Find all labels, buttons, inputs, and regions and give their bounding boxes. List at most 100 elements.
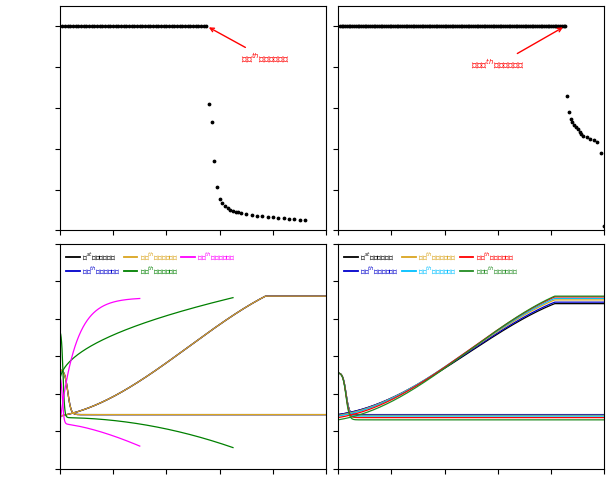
Point [536,22,545,30]
Point [578,133,588,140]
Point [162,22,171,30]
Point [467,22,476,30]
Point [527,22,537,30]
Point [217,199,227,207]
Point [87,22,96,30]
Point [127,22,137,30]
Point [347,22,357,30]
Point [79,22,88,30]
Point [95,22,105,30]
Point [418,22,428,30]
Point [530,22,540,30]
Point [92,22,102,30]
Point [193,22,203,30]
Point [268,213,278,221]
Point [383,22,393,30]
Point [548,22,558,30]
Point [300,217,310,224]
Point [68,22,78,30]
Point [452,22,462,30]
Point [443,22,453,30]
Point [164,22,174,30]
Legend: 1$^{st}$ cycle, 20$^{th}$ cycle, 40$^{th}$ cycle, 56$^{th}$ cycle, 59$^{th}$ cyc: 1$^{st}$ cycle, 20$^{th}$ cycle, 40$^{th… [63,248,239,278]
Point [520,22,529,30]
Point [351,22,361,30]
Point [113,22,123,30]
Point [454,22,464,30]
Point [388,22,398,30]
Point [550,22,559,30]
Point [367,22,376,30]
Point [289,216,299,223]
Point [234,209,243,217]
Point [523,22,533,30]
Point [137,22,147,30]
Point [103,22,113,30]
Point [484,22,494,30]
Point [242,210,251,218]
Point [146,22,156,30]
Point [470,22,479,30]
Point [358,22,368,30]
Point [121,22,131,30]
Point [507,22,517,30]
Point [543,22,553,30]
Point [561,22,570,30]
Point [215,195,224,203]
Point [365,22,375,30]
Point [491,22,501,30]
Point [204,100,214,107]
Point [196,22,206,30]
Point [111,22,121,30]
Point [442,22,451,30]
Point [279,215,289,222]
Point [537,22,547,30]
Point [381,22,391,30]
Point [201,22,211,30]
Point [564,108,574,116]
Point [448,22,458,30]
Point [509,22,518,30]
Point [148,22,158,30]
Point [167,22,177,30]
Point [393,22,403,30]
Point [541,22,551,30]
Point [390,22,400,30]
Point [228,207,238,215]
Point [504,22,514,30]
Point [372,22,382,30]
Point [468,22,478,30]
Text: 128$^{th}$ cycle: 128$^{th}$ cycle [472,28,562,71]
Point [263,213,273,220]
Point [209,157,219,165]
Point [445,22,455,30]
Point [472,22,481,30]
Point [143,22,152,30]
Point [354,22,364,30]
Point [132,22,142,30]
Point [495,22,504,30]
Point [534,22,544,30]
Point [413,22,423,30]
Point [335,22,345,30]
Point [566,115,576,123]
Point [461,22,471,30]
Point [223,204,232,212]
Point [397,22,407,30]
Point [434,22,444,30]
Point [159,22,168,30]
Point [528,22,538,30]
Point [420,22,430,30]
Point [571,124,581,131]
Point [506,22,515,30]
Point [555,22,565,30]
Point [295,216,304,224]
Point [409,22,419,30]
Point [432,22,442,30]
Point [473,22,483,30]
Point [98,22,107,30]
Point [596,149,606,157]
Point [364,22,373,30]
Point [532,22,542,30]
Point [438,22,448,30]
